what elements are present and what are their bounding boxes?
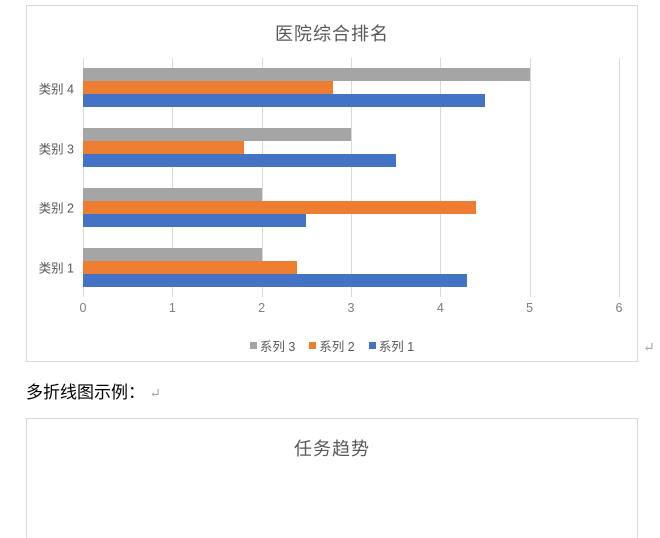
- bar-group: 类别 4: [39, 58, 619, 118]
- line-chart-container[interactable]: 任务趋势: [26, 418, 638, 538]
- legend-item[interactable]: 系列 2: [309, 336, 355, 355]
- bar[interactable]: [83, 154, 396, 168]
- legend-swatch-icon: [309, 342, 317, 349]
- legend-swatch-icon: [249, 342, 257, 349]
- bar[interactable]: [83, 213, 307, 227]
- x-axis-tick-label: 1: [168, 301, 176, 315]
- body-text-line: 多折线图示例： ↵: [26, 378, 161, 403]
- bar[interactable]: [83, 200, 477, 214]
- bar[interactable]: [83, 260, 298, 274]
- bar[interactable]: [83, 141, 244, 155]
- legend-swatch-icon: [368, 342, 376, 349]
- bar-group: 类别 3: [39, 118, 619, 178]
- bar[interactable]: [83, 273, 468, 287]
- gridline: [172, 58, 174, 297]
- category-axis-label: 类别 2: [38, 201, 74, 216]
- category-axis-label: 类别 3: [38, 142, 74, 157]
- x-axis-tick-label: 5: [526, 301, 534, 315]
- gridline: [529, 58, 531, 297]
- value-axis-line: [83, 58, 84, 297]
- legend-item[interactable]: 系列 1: [368, 336, 415, 355]
- chart-legend[interactable]: 系列 3 系列 2 系列 1: [27, 336, 637, 355]
- x-axis-tick-label: 3: [347, 301, 355, 315]
- legend-item[interactable]: 系列 3: [249, 336, 296, 355]
- gridline: [261, 58, 263, 297]
- bar-chart-container[interactable]: 医院综合排名 类别 1 类别 2 类别 3 类别 4 0 1 2 3 4 5 6 系列 3 系列 2…: [26, 5, 638, 362]
- chart-title: 任务趋势: [294, 439, 370, 459]
- bar-group: 类别 2: [39, 178, 619, 238]
- category-axis-label: 类别 1: [38, 261, 74, 276]
- bar[interactable]: [83, 68, 530, 82]
- gridline: [619, 58, 620, 297]
- body-text-content: 多折线图示例：: [26, 383, 145, 402]
- category-axis-label: 类别 4: [38, 82, 74, 97]
- bar-group: 类别 1: [39, 237, 619, 297]
- bar[interactable]: [83, 187, 262, 201]
- bar[interactable]: [83, 247, 262, 261]
- paragraph-mark-icon: ↵: [643, 341, 655, 356]
- legend-label: 系列 2: [319, 340, 355, 354]
- x-axis-tick-label: 6: [615, 301, 623, 315]
- plot-area: 类别 1 类别 2 类别 3 类别 4 0 1 2 3 4 5 6: [39, 58, 622, 315]
- chart-title: 医院综合排名: [275, 24, 389, 44]
- x-axis-tick-label: 0: [79, 301, 87, 315]
- x-axis-tick-label: 2: [258, 301, 266, 315]
- gridline: [351, 58, 352, 297]
- paragraph-mark-icon: ↵: [149, 387, 161, 402]
- gridline: [440, 58, 442, 297]
- legend-label: 系列 1: [378, 340, 415, 354]
- bar[interactable]: [83, 81, 334, 95]
- legend-label: 系列 3: [259, 340, 296, 354]
- bar[interactable]: [83, 128, 351, 142]
- bar[interactable]: [83, 94, 485, 108]
- x-axis-tick-label: 4: [436, 301, 444, 315]
